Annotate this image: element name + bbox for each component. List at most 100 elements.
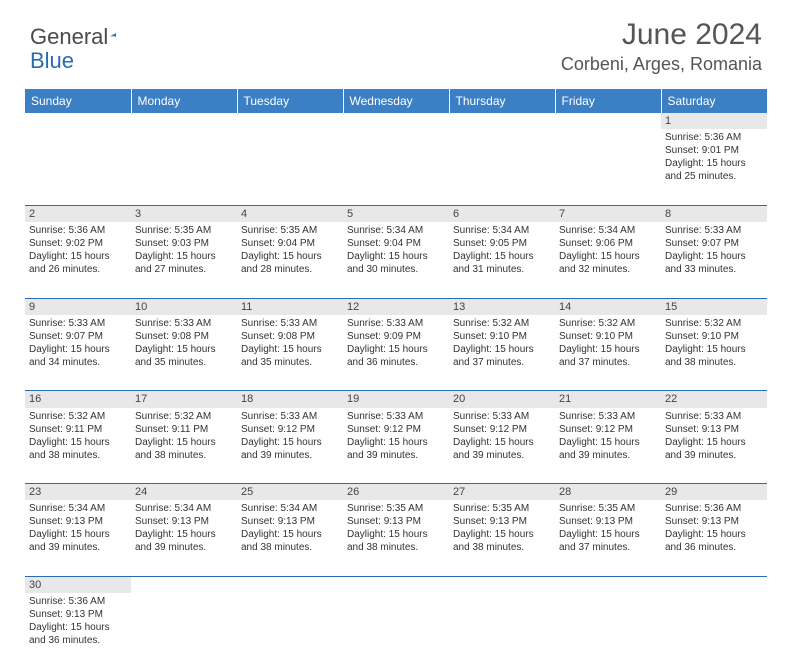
day-number (343, 576, 449, 593)
day-cell: Sunrise: 5:32 AMSunset: 9:10 PMDaylight:… (555, 315, 661, 391)
day-details: Sunrise: 5:35 AMSunset: 9:04 PMDaylight:… (241, 224, 339, 276)
day-number: 15 (661, 298, 767, 315)
day-number: 4 (237, 205, 343, 222)
day-cell: Sunrise: 5:36 AMSunset: 9:13 PMDaylight:… (25, 593, 131, 669)
day-number: 26 (343, 484, 449, 501)
day-cell: Sunrise: 5:36 AMSunset: 9:02 PMDaylight:… (25, 222, 131, 298)
day-details: Sunrise: 5:34 AMSunset: 9:05 PMDaylight:… (453, 224, 551, 276)
col-sunday: Sunday (25, 89, 131, 113)
day-number: 24 (131, 484, 237, 501)
day-cell: Sunrise: 5:32 AMSunset: 9:11 PMDaylight:… (25, 408, 131, 484)
day-number (449, 576, 555, 593)
day-cell: Sunrise: 5:33 AMSunset: 9:12 PMDaylight:… (555, 408, 661, 484)
day-cell: Sunrise: 5:33 AMSunset: 9:12 PMDaylight:… (237, 408, 343, 484)
daynum-row: 2345678 (25, 205, 767, 222)
day-number (343, 113, 449, 129)
day-cell: Sunrise: 5:32 AMSunset: 9:11 PMDaylight:… (131, 408, 237, 484)
day-cell: Sunrise: 5:32 AMSunset: 9:10 PMDaylight:… (449, 315, 555, 391)
day-cell: Sunrise: 5:33 AMSunset: 9:12 PMDaylight:… (343, 408, 449, 484)
day-number: 23 (25, 484, 131, 501)
day-cell: Sunrise: 5:35 AMSunset: 9:03 PMDaylight:… (131, 222, 237, 298)
day-number: 7 (555, 205, 661, 222)
col-tuesday: Tuesday (237, 89, 343, 113)
day-number: 11 (237, 298, 343, 315)
day-cell (449, 129, 555, 205)
day-details: Sunrise: 5:32 AMSunset: 9:11 PMDaylight:… (135, 410, 233, 462)
day-number: 10 (131, 298, 237, 315)
daynum-row: 9101112131415 (25, 298, 767, 315)
col-thursday: Thursday (449, 89, 555, 113)
day-cell (131, 593, 237, 669)
day-details: Sunrise: 5:33 AMSunset: 9:07 PMDaylight:… (29, 317, 127, 369)
day-number: 20 (449, 391, 555, 408)
day-number: 22 (661, 391, 767, 408)
day-number (131, 576, 237, 593)
day-cell: Sunrise: 5:34 AMSunset: 9:13 PMDaylight:… (131, 500, 237, 576)
day-number: 16 (25, 391, 131, 408)
day-cell: Sunrise: 5:35 AMSunset: 9:13 PMDaylight:… (343, 500, 449, 576)
day-cell: Sunrise: 5:34 AMSunset: 9:04 PMDaylight:… (343, 222, 449, 298)
day-details: Sunrise: 5:33 AMSunset: 9:13 PMDaylight:… (665, 410, 763, 462)
day-details: Sunrise: 5:33 AMSunset: 9:12 PMDaylight:… (241, 410, 339, 462)
day-cell (555, 129, 661, 205)
day-details: Sunrise: 5:36 AMSunset: 9:02 PMDaylight:… (29, 224, 127, 276)
day-cell: Sunrise: 5:33 AMSunset: 9:07 PMDaylight:… (25, 315, 131, 391)
day-details: Sunrise: 5:33 AMSunset: 9:12 PMDaylight:… (453, 410, 551, 462)
week-row: Sunrise: 5:36 AMSunset: 9:02 PMDaylight:… (25, 222, 767, 298)
day-details: Sunrise: 5:32 AMSunset: 9:10 PMDaylight:… (665, 317, 763, 369)
day-number: 12 (343, 298, 449, 315)
day-number: 9 (25, 298, 131, 315)
day-details: Sunrise: 5:33 AMSunset: 9:08 PMDaylight:… (135, 317, 233, 369)
col-saturday: Saturday (661, 89, 767, 113)
day-cell: Sunrise: 5:33 AMSunset: 9:07 PMDaylight:… (661, 222, 767, 298)
logo-text-general: General (30, 24, 108, 50)
day-details: Sunrise: 5:34 AMSunset: 9:13 PMDaylight:… (241, 502, 339, 554)
daynum-row: 1 (25, 113, 767, 129)
day-details: Sunrise: 5:33 AMSunset: 9:12 PMDaylight:… (559, 410, 657, 462)
day-number (237, 576, 343, 593)
day-details: Sunrise: 5:35 AMSunset: 9:13 PMDaylight:… (347, 502, 445, 554)
day-details: Sunrise: 5:35 AMSunset: 9:13 PMDaylight:… (559, 502, 657, 554)
day-details: Sunrise: 5:35 AMSunset: 9:03 PMDaylight:… (135, 224, 233, 276)
title-block: June 2024 Corbeni, Arges, Romania (561, 18, 762, 75)
day-cell: Sunrise: 5:34 AMSunset: 9:13 PMDaylight:… (25, 500, 131, 576)
daynum-row: 16171819202122 (25, 391, 767, 408)
col-friday: Friday (555, 89, 661, 113)
month-title: June 2024 (561, 18, 762, 52)
day-cell: Sunrise: 5:34 AMSunset: 9:05 PMDaylight:… (449, 222, 555, 298)
day-cell (131, 129, 237, 205)
day-number: 17 (131, 391, 237, 408)
day-details: Sunrise: 5:33 AMSunset: 9:12 PMDaylight:… (347, 410, 445, 462)
day-cell (237, 129, 343, 205)
day-number: 21 (555, 391, 661, 408)
day-number: 19 (343, 391, 449, 408)
day-number (131, 113, 237, 129)
logo: General (30, 24, 140, 50)
col-monday: Monday (131, 89, 237, 113)
week-row: Sunrise: 5:36 AMSunset: 9:13 PMDaylight:… (25, 593, 767, 669)
week-row: Sunrise: 5:33 AMSunset: 9:07 PMDaylight:… (25, 315, 767, 391)
day-number: 1 (661, 113, 767, 129)
day-number (237, 113, 343, 129)
day-number: 14 (555, 298, 661, 315)
day-number: 29 (661, 484, 767, 501)
day-number: 8 (661, 205, 767, 222)
day-details: Sunrise: 5:32 AMSunset: 9:10 PMDaylight:… (559, 317, 657, 369)
day-cell: Sunrise: 5:33 AMSunset: 9:08 PMDaylight:… (131, 315, 237, 391)
day-cell (555, 593, 661, 669)
day-number: 2 (25, 205, 131, 222)
day-cell (449, 593, 555, 669)
day-number: 3 (131, 205, 237, 222)
day-details: Sunrise: 5:33 AMSunset: 9:09 PMDaylight:… (347, 317, 445, 369)
day-number (25, 113, 131, 129)
day-cell: Sunrise: 5:36 AMSunset: 9:13 PMDaylight:… (661, 500, 767, 576)
day-number: 13 (449, 298, 555, 315)
day-details: Sunrise: 5:35 AMSunset: 9:13 PMDaylight:… (453, 502, 551, 554)
day-cell: Sunrise: 5:35 AMSunset: 9:13 PMDaylight:… (449, 500, 555, 576)
day-cell: Sunrise: 5:33 AMSunset: 9:09 PMDaylight:… (343, 315, 449, 391)
week-row: Sunrise: 5:32 AMSunset: 9:11 PMDaylight:… (25, 408, 767, 484)
flag-icon (110, 26, 116, 44)
day-cell: Sunrise: 5:33 AMSunset: 9:08 PMDaylight:… (237, 315, 343, 391)
daynum-row: 30 (25, 576, 767, 593)
calendar-table: Sunday Monday Tuesday Wednesday Thursday… (25, 89, 767, 669)
